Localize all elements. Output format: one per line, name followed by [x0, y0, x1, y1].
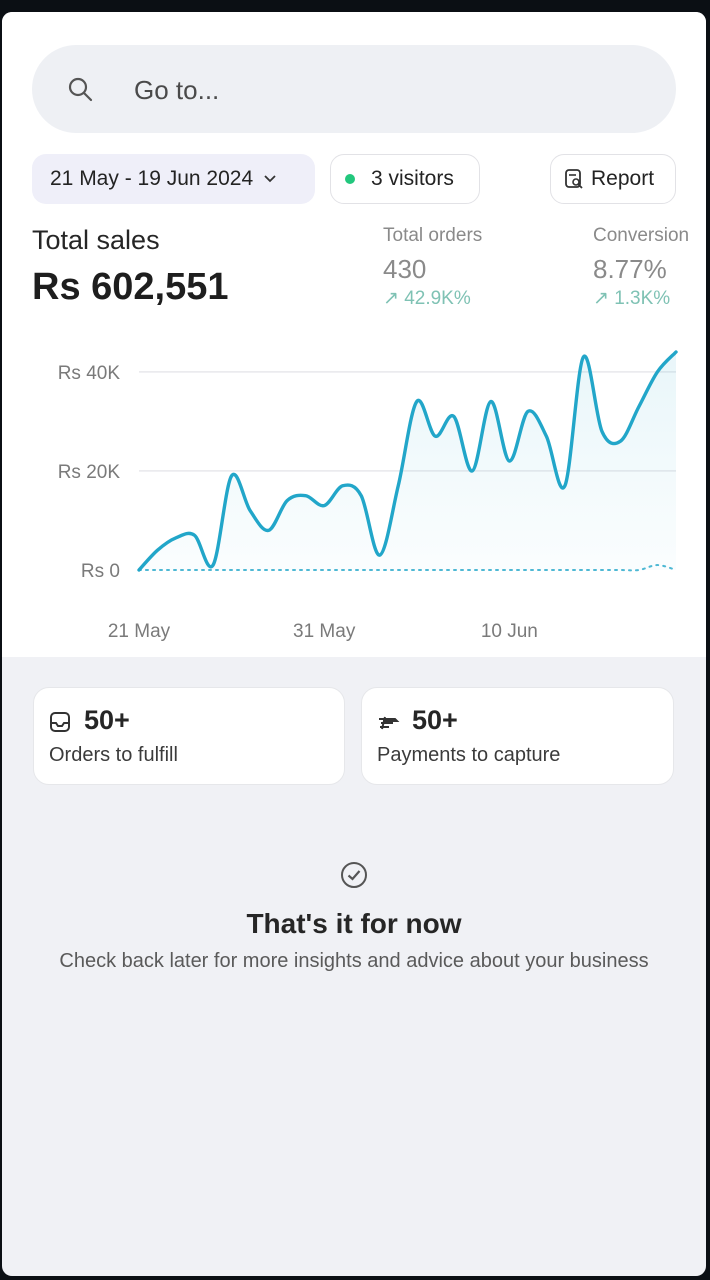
empty-state-text: Check back later for more insights and a…	[59, 950, 649, 972]
report-label: Report	[591, 167, 655, 190]
y-tick-label: Rs 0	[81, 561, 120, 582]
inbox-icon	[50, 712, 70, 732]
report-icon	[565, 169, 583, 189]
conversion-change: ↗ 1.3K%	[593, 288, 671, 309]
date-range-picker[interactable]: 21 May - 19 Jun 2024	[32, 154, 315, 204]
y-tick-label: Rs 20K	[58, 462, 121, 483]
empty-state-title: That's it for now	[246, 908, 462, 939]
live-dot-icon	[345, 174, 355, 184]
payments-to-capture-card[interactable]: 50+ Payments to capture	[361, 687, 674, 785]
analytics-panel: Go to... 21 May - 19 Jun 2024 3 visitors…	[2, 12, 706, 657]
search-icon	[68, 77, 93, 102]
visitors-label: 3 visitors	[371, 167, 454, 190]
sales-series-line	[137, 350, 678, 572]
x-tick-label: 21 May	[108, 621, 171, 642]
payments-count: 50+	[412, 705, 458, 735]
total-sales-value: Rs 602,551	[32, 266, 229, 308]
total-orders-label: Total orders	[383, 225, 483, 246]
report-button[interactable]: Report	[550, 154, 676, 204]
orders-label: Orders to fulfill	[49, 744, 178, 766]
app-screen: Go to... 21 May - 19 Jun 2024 3 visitors…	[2, 12, 706, 1276]
orders-to-fulfill-card[interactable]: 50+ Orders to fulfill	[33, 687, 345, 785]
sales-series-area	[139, 352, 676, 570]
total-orders-value: 430	[383, 254, 427, 284]
x-tick-label: 10 Jun	[481, 621, 538, 642]
date-range-label: 21 May - 19 Jun 2024	[50, 167, 254, 190]
y-tick-label: Rs 40K	[58, 363, 121, 384]
conversion-label: Conversion	[593, 225, 690, 246]
payment-icon	[379, 716, 400, 730]
check-circle-icon	[341, 862, 367, 888]
conversion-value: 8.77%	[593, 254, 667, 284]
visitors-chip[interactable]: 3 visitors	[330, 154, 480, 204]
chevron-down-icon	[264, 175, 276, 183]
sales-chart: Rs 40K Rs 20K Rs 0 21 May 31 May 10 Jun	[58, 350, 678, 642]
total-sales-label: Total sales	[32, 225, 160, 255]
search-bar[interactable]: Go to...	[32, 45, 676, 133]
orders-count: 50+	[84, 705, 130, 735]
payments-label: Payments to capture	[377, 744, 561, 766]
x-tick-label: 31 May	[293, 621, 356, 642]
total-orders-change: ↗ 42.9K%	[383, 288, 471, 309]
search-placeholder: Go to...	[134, 75, 220, 105]
